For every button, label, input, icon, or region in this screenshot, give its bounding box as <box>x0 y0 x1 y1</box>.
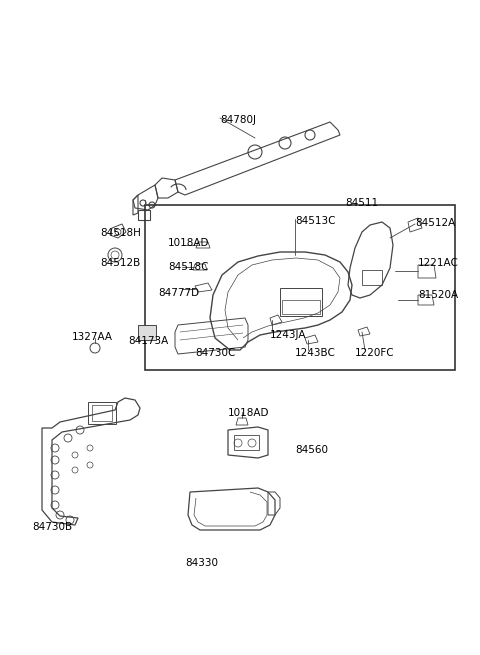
Bar <box>138 325 156 340</box>
Text: 84518C: 84518C <box>168 262 208 272</box>
Text: 84777D: 84777D <box>158 288 199 298</box>
Text: 84330: 84330 <box>185 558 218 568</box>
Bar <box>88 402 116 424</box>
Bar <box>362 270 382 285</box>
Text: 1243JA: 1243JA <box>270 330 307 340</box>
Text: 1243BC: 1243BC <box>295 348 336 358</box>
Text: 84513C: 84513C <box>295 216 336 226</box>
Text: 84780J: 84780J <box>220 115 256 125</box>
Bar <box>234 435 259 450</box>
Text: 1018AD: 1018AD <box>168 238 209 248</box>
Text: 84173A: 84173A <box>128 336 168 346</box>
Text: 1221AC: 1221AC <box>418 258 459 268</box>
Bar <box>280 288 322 316</box>
Bar <box>92 405 112 421</box>
Text: 84512B: 84512B <box>100 258 140 268</box>
Text: 84730C: 84730C <box>195 348 235 358</box>
Text: 1220FC: 1220FC <box>355 348 395 358</box>
Text: 84518H: 84518H <box>100 228 141 238</box>
Text: 84560: 84560 <box>295 445 328 455</box>
Text: 1018AD: 1018AD <box>228 408 269 418</box>
Text: 84512A: 84512A <box>415 218 455 228</box>
Bar <box>282 300 320 314</box>
Text: 1327AA: 1327AA <box>72 332 113 342</box>
Text: 84511: 84511 <box>345 198 378 208</box>
Text: 84730B: 84730B <box>32 522 72 532</box>
Text: 81520A: 81520A <box>418 290 458 300</box>
Bar <box>145 205 455 370</box>
